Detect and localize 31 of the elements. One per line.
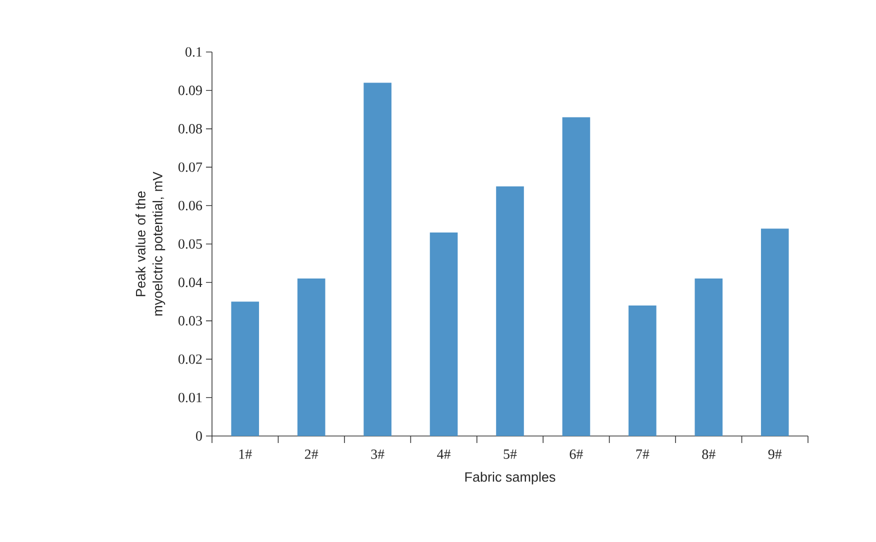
bar <box>430 232 458 436</box>
y-tick-label: 0.03 <box>178 316 202 326</box>
y-tick-label: 0.09 <box>178 86 202 96</box>
x-tick-label: 3# <box>371 450 384 459</box>
x-tick-label: 2# <box>304 450 318 459</box>
y-tick-label: 0.05 <box>178 239 202 249</box>
bar <box>562 117 590 436</box>
y-tick-label: 0 <box>196 431 202 441</box>
y-tick-label: 0.04 <box>178 278 202 288</box>
y-tick-label: 0.06 <box>178 200 202 210</box>
bar <box>628 305 656 436</box>
x-tick-label: 4# <box>437 450 451 459</box>
bar <box>496 186 524 436</box>
x-tick-label: 7# <box>636 450 650 459</box>
y-tick-label: 0.1 <box>186 47 202 57</box>
bar <box>231 302 260 436</box>
bar <box>297 278 326 436</box>
x-tick-label: 8# <box>702 450 716 459</box>
x-tick-label: 1# <box>239 450 252 459</box>
y-axis-title: Peak value of the myoelctric potential, mV <box>136 172 166 316</box>
bar <box>694 278 723 436</box>
y-tick-label: 0.01 <box>178 392 202 402</box>
bar <box>760 228 789 436</box>
x-tick-label: 6# <box>570 450 583 459</box>
bar <box>364 82 392 436</box>
y-tick-label: 0.08 <box>178 124 202 134</box>
y-tick-label: 0.02 <box>178 354 202 364</box>
x-tick-label: 5# <box>504 450 517 459</box>
x-tick-label: 9# <box>768 450 782 459</box>
x-axis-title: Fabric samples <box>465 472 556 484</box>
y-tick-label: 0.07 <box>178 162 202 172</box>
